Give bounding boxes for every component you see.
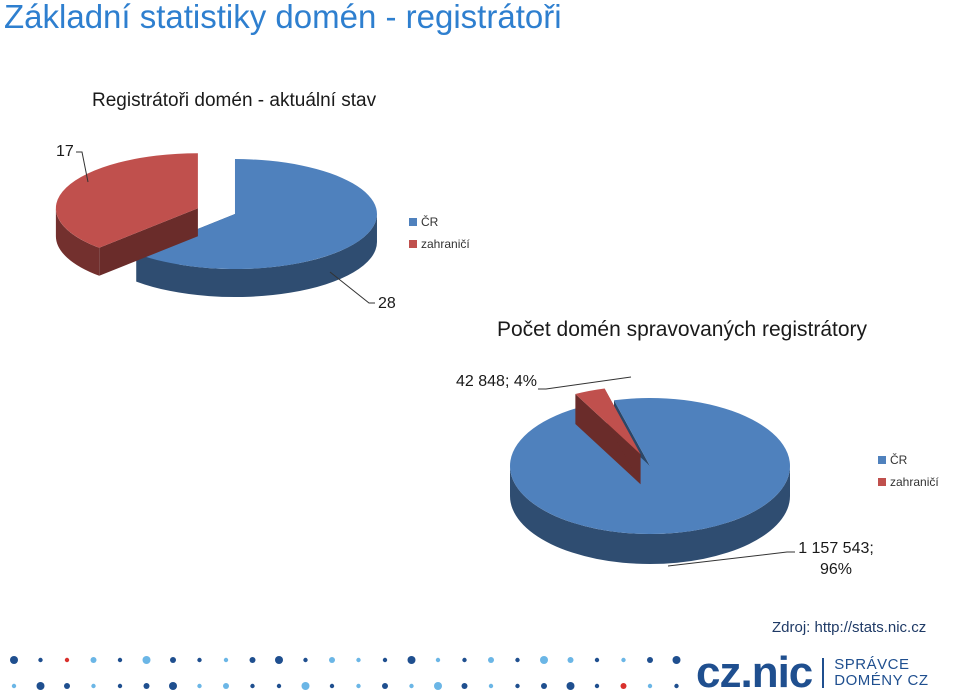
- decorative-dot: [36, 682, 45, 690]
- logo-tagline-2: DOMÉNY CZ: [834, 672, 929, 689]
- chart1-label-cr: 28: [378, 295, 396, 312]
- decorative-dot: [356, 683, 361, 689]
- chart1-label-zahranici: 17: [56, 143, 74, 160]
- decorative-dot: [594, 683, 600, 689]
- legend-swatch-cr: [409, 218, 417, 226]
- decorative-dot: [223, 683, 229, 689]
- decorative-dot: [10, 656, 18, 664]
- decorative-dot: [672, 656, 681, 664]
- decorative-dot: [117, 657, 123, 663]
- chart2-legend: ČR zahraničí: [878, 449, 939, 493]
- decorative-dot: [407, 656, 416, 664]
- chart2-slice-cr: [510, 398, 790, 564]
- decorative-dot: [329, 657, 335, 663]
- decorative-dot: [461, 683, 468, 689]
- decorative-dot: [647, 683, 653, 689]
- logo-divider: [822, 658, 825, 688]
- legend-item-cr: ČR: [878, 449, 939, 471]
- legend-label-zahranici: zahraničí: [890, 475, 939, 489]
- chart1-leader-cr: [329, 271, 375, 304]
- chart1-legend: ČR zahraničí: [409, 211, 470, 255]
- chart1-title: Registrátoři domén - aktuální stav: [92, 90, 377, 111]
- chart1-leader-zahranici: [76, 151, 89, 183]
- chart2-leader-cr: [667, 551, 795, 567]
- legend-label-zahranici: zahraničí: [421, 237, 470, 251]
- decorative-dot: [541, 683, 547, 689]
- decorative-dot: [567, 657, 574, 663]
- cznic-logo: cz.nic SPRÁVCE DOMÉNY CZ: [696, 648, 929, 697]
- chart1-slice-cr: [136, 159, 377, 298]
- legend-swatch-zahranici: [878, 478, 886, 486]
- decorative-dot: [647, 657, 653, 663]
- chart2-slice-zahranici: [575, 388, 641, 485]
- decorative-dot: [249, 657, 256, 663]
- legend-swatch-zahranici: [409, 240, 417, 248]
- decorative-dot: [462, 657, 467, 663]
- decorative-dot: [488, 683, 494, 689]
- legend-label-cr: ČR: [421, 215, 439, 229]
- decorative-dot: [515, 683, 520, 689]
- source-note: Zdroj: http://stats.nic.cz: [772, 619, 927, 636]
- legend-label-cr: ČR: [890, 453, 908, 467]
- decorative-dot: [303, 657, 308, 663]
- slide-title: Základní statistiky domén - registrátoři: [4, 0, 562, 35]
- decorative-dot: [621, 657, 626, 663]
- legend-item-zahranici: zahraničí: [409, 233, 470, 255]
- decorative-dot: [566, 682, 575, 690]
- decorative-dot: [142, 656, 151, 664]
- decorative-dot: [197, 683, 202, 689]
- decorative-dot: [250, 683, 255, 689]
- chart2-label-zahranici: 42 848; 4%: [456, 373, 537, 390]
- decorative-dot: [223, 657, 229, 663]
- decorative-dot: [488, 657, 494, 663]
- decorative-dot: [435, 657, 441, 663]
- decorative-dot: [38, 657, 43, 663]
- logo-tagline-1: SPRÁVCE: [834, 656, 910, 673]
- legend-item-zahranici: zahraničí: [878, 471, 939, 493]
- chart1-slice-zahranici: [55, 153, 198, 276]
- decorative-dot: [594, 657, 600, 663]
- decorative-dot: [197, 657, 202, 663]
- chart2-label-cr: 1 157 543; 96%: [798, 540, 874, 578]
- chart2-title: Počet domén spravovaných registrátory: [497, 318, 868, 341]
- decorative-dots: [10, 656, 681, 690]
- logo-wordmark: cz.nic: [696, 648, 813, 697]
- decorative-dot: [143, 683, 150, 689]
- decorative-dot: [409, 683, 414, 689]
- decorative-dot: [169, 682, 177, 690]
- decorative-dot: [540, 656, 548, 664]
- decorative-dot: [276, 683, 282, 689]
- decorative-dot: [170, 657, 176, 663]
- decorative-dot: [329, 683, 335, 689]
- decorative-dot: [275, 656, 283, 664]
- decorative-dot: [11, 683, 17, 689]
- chart2-leader-zahranici: [538, 376, 632, 390]
- decorative-dot: [64, 683, 70, 689]
- decorative-dot: [515, 657, 520, 663]
- logo-tagline: SPRÁVCE DOMÉNY CZ: [834, 657, 928, 689]
- legend-swatch-cr: [878, 456, 886, 464]
- decorative-dot: [674, 683, 679, 689]
- decorative-dot: [64, 657, 70, 663]
- decorative-dot: [91, 683, 96, 689]
- decorative-dot: [382, 683, 388, 689]
- decorative-dot: [356, 657, 361, 663]
- decorative-dot: [382, 657, 388, 663]
- decorative-dot: [434, 682, 442, 690]
- decorative-dot: [620, 683, 627, 689]
- legend-item-cr: ČR: [409, 211, 470, 233]
- decorative-dot: [90, 657, 97, 663]
- decorative-dot: [117, 683, 123, 689]
- decorative-dot: [301, 682, 310, 690]
